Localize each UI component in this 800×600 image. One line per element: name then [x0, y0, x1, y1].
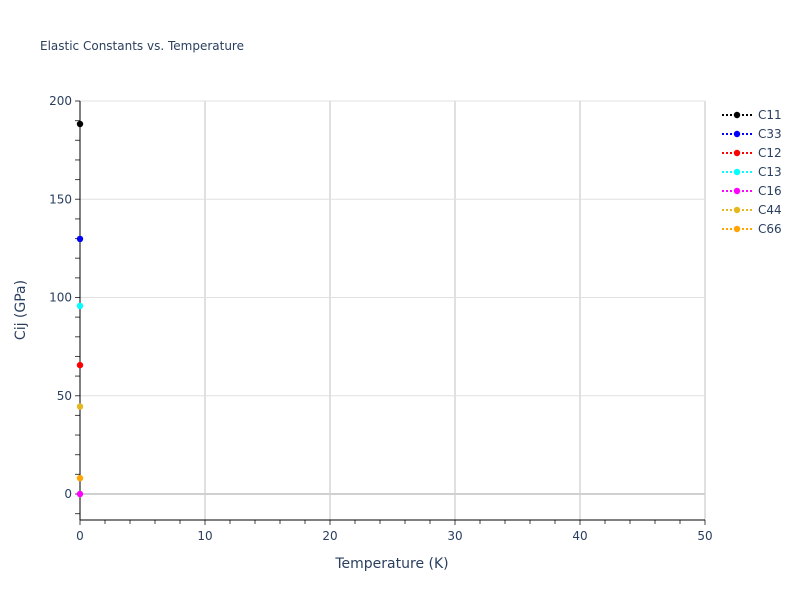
legend-marker — [733, 225, 741, 233]
y-tick-label: 150 — [49, 192, 72, 206]
x-tick-label: 20 — [322, 529, 337, 543]
legend-label: C33 — [758, 127, 782, 141]
legend-item-c33: C33 — [722, 127, 782, 141]
grid — [80, 100, 706, 520]
legend-marker — [733, 111, 741, 119]
data-point-c16 — [76, 490, 84, 498]
x-tick-label: 10 — [197, 529, 212, 543]
data-point-c66 — [76, 474, 84, 482]
legend-label: C44 — [758, 203, 782, 217]
data-point-c11 — [76, 120, 84, 128]
legend-marker — [733, 206, 741, 214]
legend-item-c16: C16 — [722, 184, 782, 198]
y-tick-label: 50 — [57, 389, 72, 403]
data-points — [76, 120, 84, 498]
legend: C11 C33 C12 C13 C16 C44 C66 — [722, 108, 782, 236]
y-tick-label: 200 — [49, 94, 72, 108]
legend-marker — [733, 130, 741, 138]
x-tick-label: 30 — [447, 529, 462, 543]
legend-label: C12 — [758, 146, 782, 160]
legend-marker — [733, 149, 741, 157]
legend-label: C11 — [758, 108, 782, 122]
legend-label: C13 — [758, 165, 782, 179]
x-tick-label: 0 — [76, 529, 84, 543]
legend-item-c66: C66 — [722, 222, 782, 236]
y-tick-label: 100 — [49, 291, 72, 305]
data-point-c44 — [76, 403, 84, 410]
legend-item-c11: C11 — [722, 108, 782, 122]
data-point-c13 — [76, 302, 84, 310]
y-tick-label: 0 — [64, 487, 72, 501]
chart-title: Elastic Constants vs. Temperature — [40, 39, 244, 53]
x-tick-label: 50 — [697, 529, 712, 543]
legend-item-c44: C44 — [722, 203, 782, 217]
axes: 0 10 20 30 40 50 0 50 100 150 200 — [49, 94, 713, 543]
legend-item-c12: C12 — [722, 146, 782, 160]
x-axis-label: Temperature (K) — [334, 556, 448, 572]
legend-marker — [733, 187, 741, 195]
data-point-c12 — [76, 361, 84, 369]
legend-label: C66 — [758, 222, 782, 236]
legend-marker — [733, 168, 741, 176]
legend-label: C16 — [758, 184, 782, 198]
legend-item-c13: C13 — [722, 165, 782, 179]
data-point-c33 — [76, 235, 84, 243]
x-tick-label: 40 — [572, 529, 587, 543]
y-axis-label: Cij (GPa) — [13, 280, 29, 340]
